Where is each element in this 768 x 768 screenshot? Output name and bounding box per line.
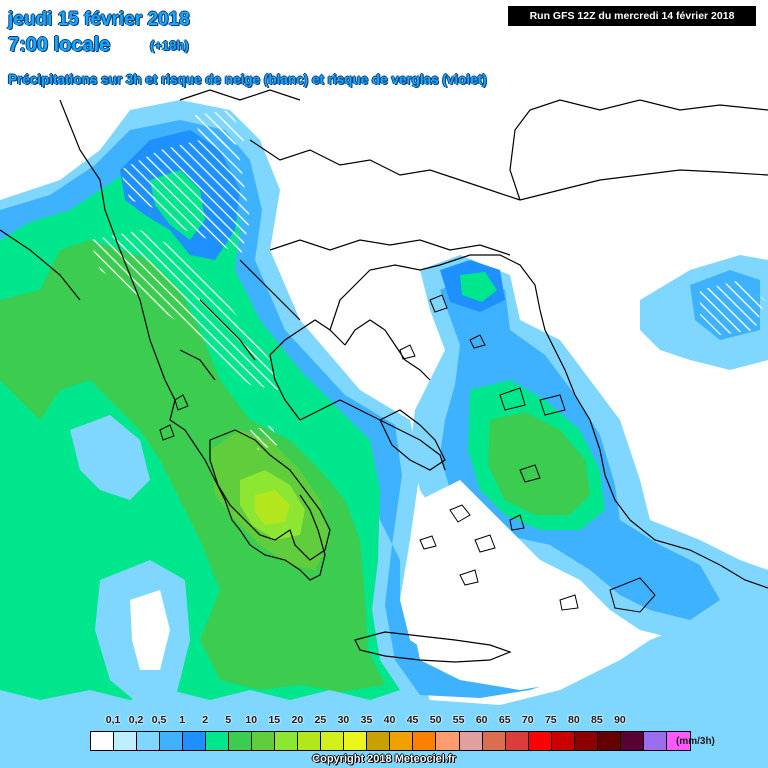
legend-swatch	[114, 732, 138, 750]
legend-swatch	[229, 732, 253, 750]
snow-risk-hatch-central	[90, 230, 280, 390]
legend-tick: 70	[521, 714, 534, 726]
precip-blob-north-aegean-core	[460, 272, 497, 302]
snow-risk-hatch-small	[250, 425, 278, 450]
forecast-time: 7:00 locale	[8, 34, 111, 56]
legend-tick: 5	[225, 714, 232, 726]
legend-swatch	[643, 732, 667, 750]
snow-risk-hatch-east	[700, 280, 765, 335]
legend-swatch	[321, 732, 345, 750]
legend-swatch	[275, 732, 299, 750]
legend-tick: 35	[360, 714, 373, 726]
precip-zone-max	[255, 490, 290, 525]
legend-tick: 1	[179, 714, 186, 726]
legend-tick: 0,5	[151, 714, 167, 726]
legend-tick: 85	[591, 714, 603, 726]
forecast-offset: (+18h)	[150, 38, 189, 53]
legend-tick: 10	[245, 714, 258, 726]
legend-tick: 90	[614, 714, 626, 726]
legend-swatch	[597, 732, 621, 750]
copyright-notice: Copyright 2018 Meteociel.fr	[312, 753, 456, 765]
legend-swatch	[298, 732, 322, 750]
precip-pocket-west-1	[70, 415, 150, 500]
legend-swatch	[413, 732, 437, 750]
legend-swatch	[206, 732, 230, 750]
legend-swatch	[160, 732, 184, 750]
legend-tick: 0,1	[105, 714, 121, 726]
legend-unit: (mm/3h)	[676, 736, 715, 747]
legend-tick: 30	[337, 714, 350, 726]
legend-tick: 25	[314, 714, 327, 726]
legend-swatch	[367, 732, 391, 750]
legend-tick: 60	[475, 714, 488, 726]
legend-tick: 55	[452, 714, 465, 726]
snow-risk-hatch-top	[195, 110, 245, 150]
run-info-badge: Run GFS 12Z du mercredi 14 février 2018	[508, 6, 756, 26]
legend-swatch	[620, 732, 644, 750]
legend-tick: 2	[202, 714, 209, 726]
legend-tick: 45	[406, 714, 419, 726]
map-subtitle: Précipitations sur 3h et risque de neige…	[8, 72, 487, 87]
legend-tick: 50	[429, 714, 442, 726]
legend-swatch	[505, 732, 529, 750]
forecast-date: jeudi 15 février 2018	[8, 9, 190, 30]
legend-swatch	[482, 732, 506, 750]
legend-tick: 15	[268, 714, 281, 726]
legend-swatch	[528, 732, 552, 750]
legend-tick: 20	[291, 714, 304, 726]
legend-swatch	[666, 732, 690, 750]
aegean-clear-area	[410, 480, 610, 690]
legend-swatch	[551, 732, 575, 750]
legend-tick: 65	[498, 714, 511, 726]
legend-swatch	[91, 732, 115, 750]
legend-tick-labels: 0,1 0,2 0,5 1 2 5 10 15 20 25 30 35 40 45 50 55 60 65 70 75…	[90, 714, 666, 728]
legend-swatch	[574, 732, 598, 750]
legend-swatch	[183, 732, 207, 750]
coastlines	[0, 89, 768, 663]
legend-swatch	[459, 732, 483, 750]
precip-zone-darkgreen-west	[0, 240, 385, 692]
precip-zone-east-darkgreen	[488, 412, 590, 515]
legend-swatch	[137, 732, 161, 750]
legend-tick: 75	[544, 714, 557, 726]
legend-tick: 0,2	[128, 714, 144, 726]
legend-tick: 80	[567, 714, 580, 726]
legend-swatch	[390, 732, 414, 750]
aegean-islands	[159, 294, 656, 613]
legend-swatch	[344, 732, 368, 750]
legend-swatch	[252, 732, 276, 750]
legend-color-scale	[90, 731, 691, 751]
precip-pocket-west-3	[130, 590, 170, 670]
legend-tick: 40	[383, 714, 396, 726]
legend-swatch	[436, 732, 460, 750]
snow-risk-hatch-north	[120, 120, 250, 260]
